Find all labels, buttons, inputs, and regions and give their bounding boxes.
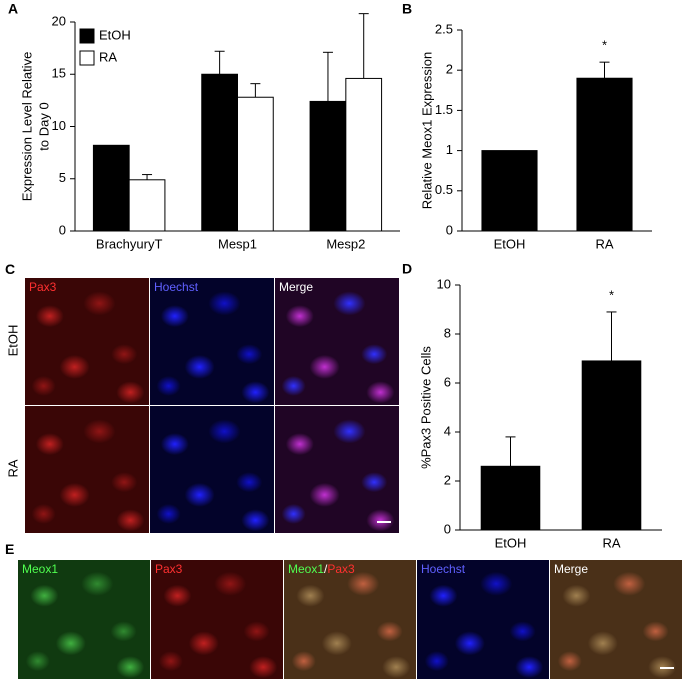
x-tick-label: EtOH bbox=[494, 236, 526, 251]
micrograph bbox=[150, 406, 274, 533]
y-axis-label: Expression Level Relative bbox=[19, 52, 34, 202]
image-label: Pax3 bbox=[155, 562, 183, 576]
image-label-part: Pax3 bbox=[327, 562, 355, 576]
micrograph: Pax3 bbox=[25, 278, 149, 405]
panel-label: D bbox=[402, 261, 412, 277]
significance-mark: * bbox=[609, 287, 614, 302]
bar bbox=[576, 77, 633, 232]
y-tick-label: 0 bbox=[444, 521, 451, 536]
panel-label: B bbox=[402, 1, 412, 17]
legend-swatch bbox=[79, 50, 95, 66]
y-axis-label: Relative Meox1 Expression bbox=[419, 52, 434, 210]
row-label: EtOH bbox=[5, 324, 21, 357]
image-label: Meox1 bbox=[22, 562, 59, 576]
y-tick-label: 10 bbox=[52, 118, 66, 133]
image-label: Pax3 bbox=[29, 280, 57, 294]
significance-mark: * bbox=[602, 38, 607, 53]
legend-label: EtOH bbox=[99, 27, 131, 42]
y-tick-label: 0.5 bbox=[435, 182, 453, 197]
row-label: RA bbox=[5, 459, 21, 478]
scale-bar bbox=[659, 666, 674, 669]
bar bbox=[92, 144, 130, 232]
micrograph: Meox1 bbox=[18, 560, 150, 679]
image-label: Meox1/Pax3 bbox=[288, 562, 355, 576]
x-tick-label: Mesp2 bbox=[326, 236, 365, 251]
image-label: Merge bbox=[554, 562, 589, 576]
y-tick-label: 2 bbox=[446, 62, 453, 77]
bar bbox=[581, 360, 642, 531]
micrograph: Meox1/Pax3 bbox=[284, 560, 416, 679]
bar bbox=[345, 77, 383, 232]
y-tick-label: 10 bbox=[437, 276, 451, 291]
micrograph: Pax3 bbox=[151, 560, 283, 679]
bar bbox=[480, 465, 541, 531]
y-axis-label: to Day 0 bbox=[36, 102, 51, 150]
panel-label: C bbox=[5, 261, 16, 277]
panel-label: A bbox=[8, 1, 18, 17]
y-tick-label: 6 bbox=[444, 374, 451, 389]
legend-label: RA bbox=[99, 49, 117, 64]
y-tick-label: 1.5 bbox=[435, 102, 453, 117]
y-tick-label: 8 bbox=[444, 325, 451, 340]
x-tick-label: RA bbox=[602, 535, 620, 550]
bar bbox=[128, 179, 166, 232]
micrograph: Hoechst bbox=[417, 560, 549, 679]
image-label: Hoechst bbox=[154, 280, 199, 294]
x-tick-label: Mesp1 bbox=[218, 236, 257, 251]
image-label: Merge bbox=[279, 280, 314, 294]
y-tick-label: 20 bbox=[52, 13, 66, 28]
y-tick-label: 0 bbox=[59, 222, 66, 237]
image-label: Hoechst bbox=[421, 562, 466, 576]
micrograph bbox=[25, 406, 149, 533]
legend-swatch bbox=[79, 28, 95, 44]
y-tick-label: 4 bbox=[444, 423, 451, 438]
micrograph: Hoechst bbox=[150, 278, 274, 405]
y-tick-label: 15 bbox=[52, 66, 66, 81]
bar bbox=[481, 150, 538, 232]
scale-bar bbox=[376, 520, 391, 523]
image-label-part: Meox1 bbox=[288, 562, 325, 576]
x-tick-label: RA bbox=[595, 236, 613, 251]
bar bbox=[309, 100, 347, 232]
y-tick-label: 2.5 bbox=[435, 21, 453, 36]
y-axis-label: %Pax3 Positive Cells bbox=[418, 346, 433, 469]
panel-label: E bbox=[5, 541, 15, 557]
y-tick-label: 0 bbox=[446, 222, 453, 237]
x-tick-label: BrachyuryT bbox=[96, 236, 163, 251]
micrograph: Merge bbox=[275, 278, 399, 405]
micrograph bbox=[275, 406, 399, 533]
y-tick-label: 5 bbox=[59, 170, 66, 185]
y-tick-label: 1 bbox=[446, 142, 453, 157]
x-tick-label: EtOH bbox=[495, 535, 527, 550]
bar bbox=[237, 96, 274, 232]
image-label-part: / bbox=[324, 562, 328, 576]
bar bbox=[201, 73, 238, 232]
y-tick-label: 2 bbox=[444, 472, 451, 487]
micrograph: Merge bbox=[550, 560, 682, 679]
